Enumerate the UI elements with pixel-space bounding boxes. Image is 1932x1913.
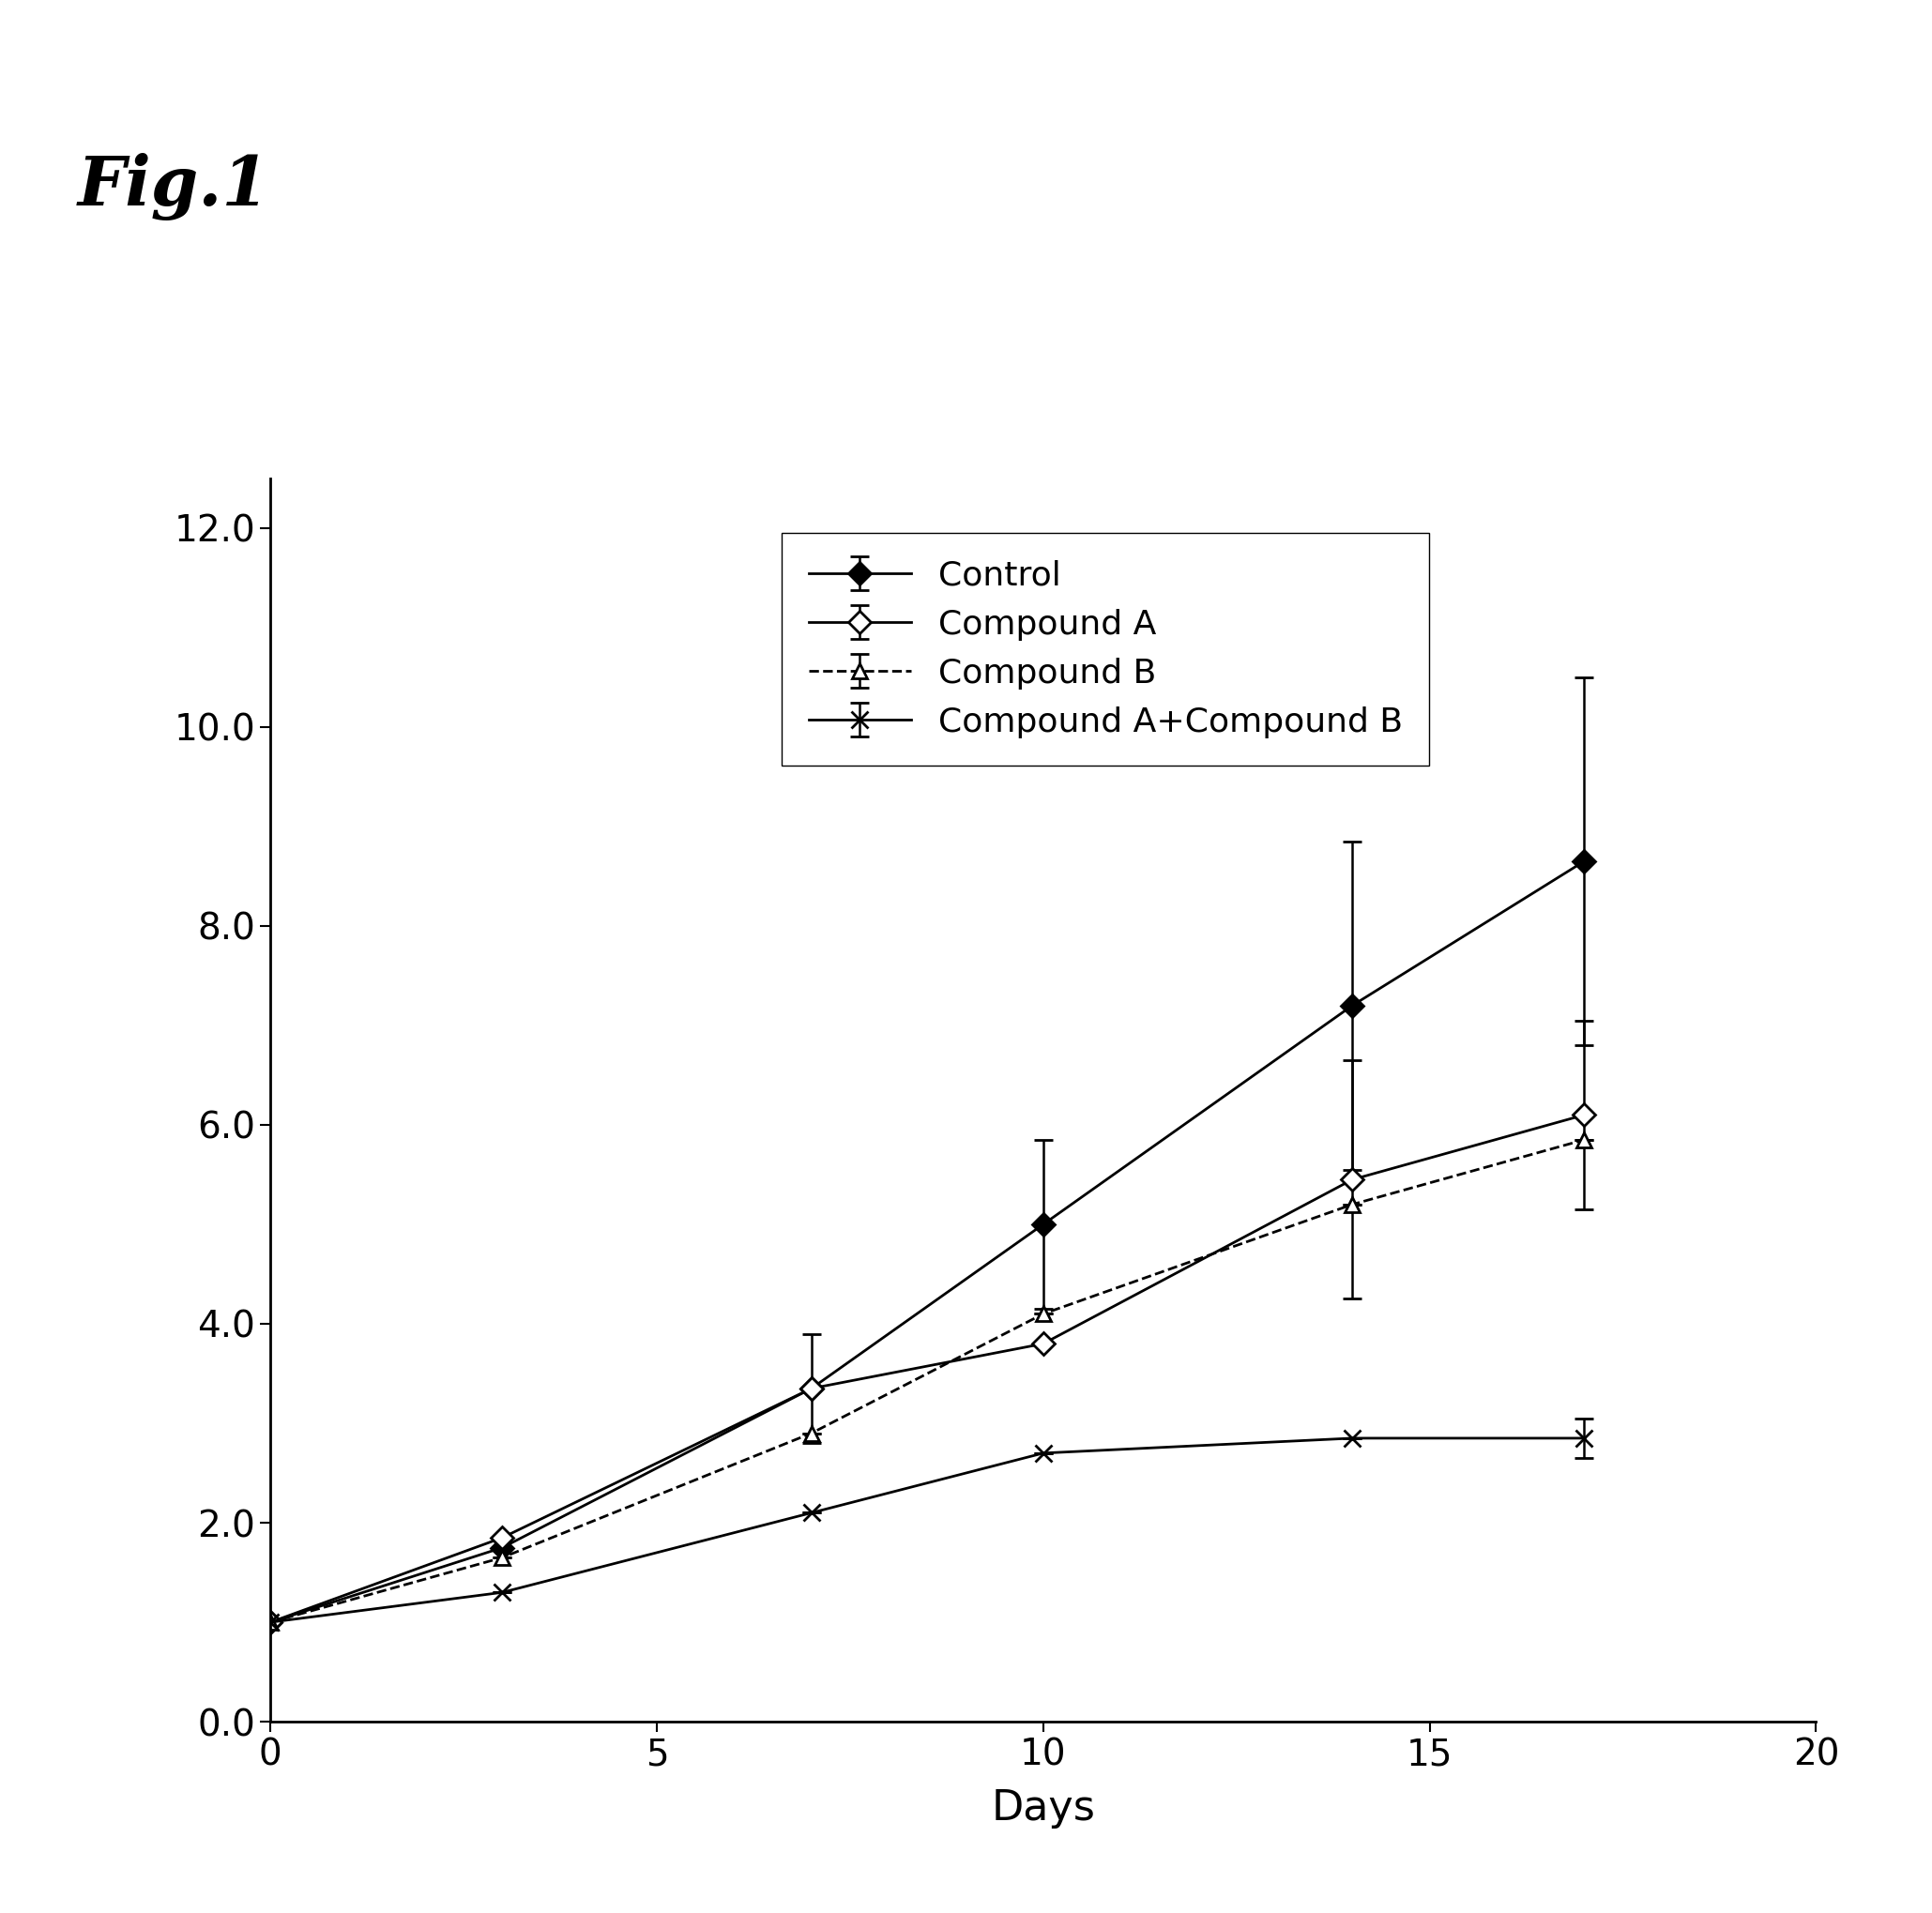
Legend: Control, Compound A, Compound B, Compound A+Compound B: Control, Compound A, Compound B, Compoun… bbox=[782, 532, 1430, 765]
Text: Fig.1: Fig.1 bbox=[77, 153, 269, 220]
X-axis label: Days: Days bbox=[991, 1789, 1095, 1829]
